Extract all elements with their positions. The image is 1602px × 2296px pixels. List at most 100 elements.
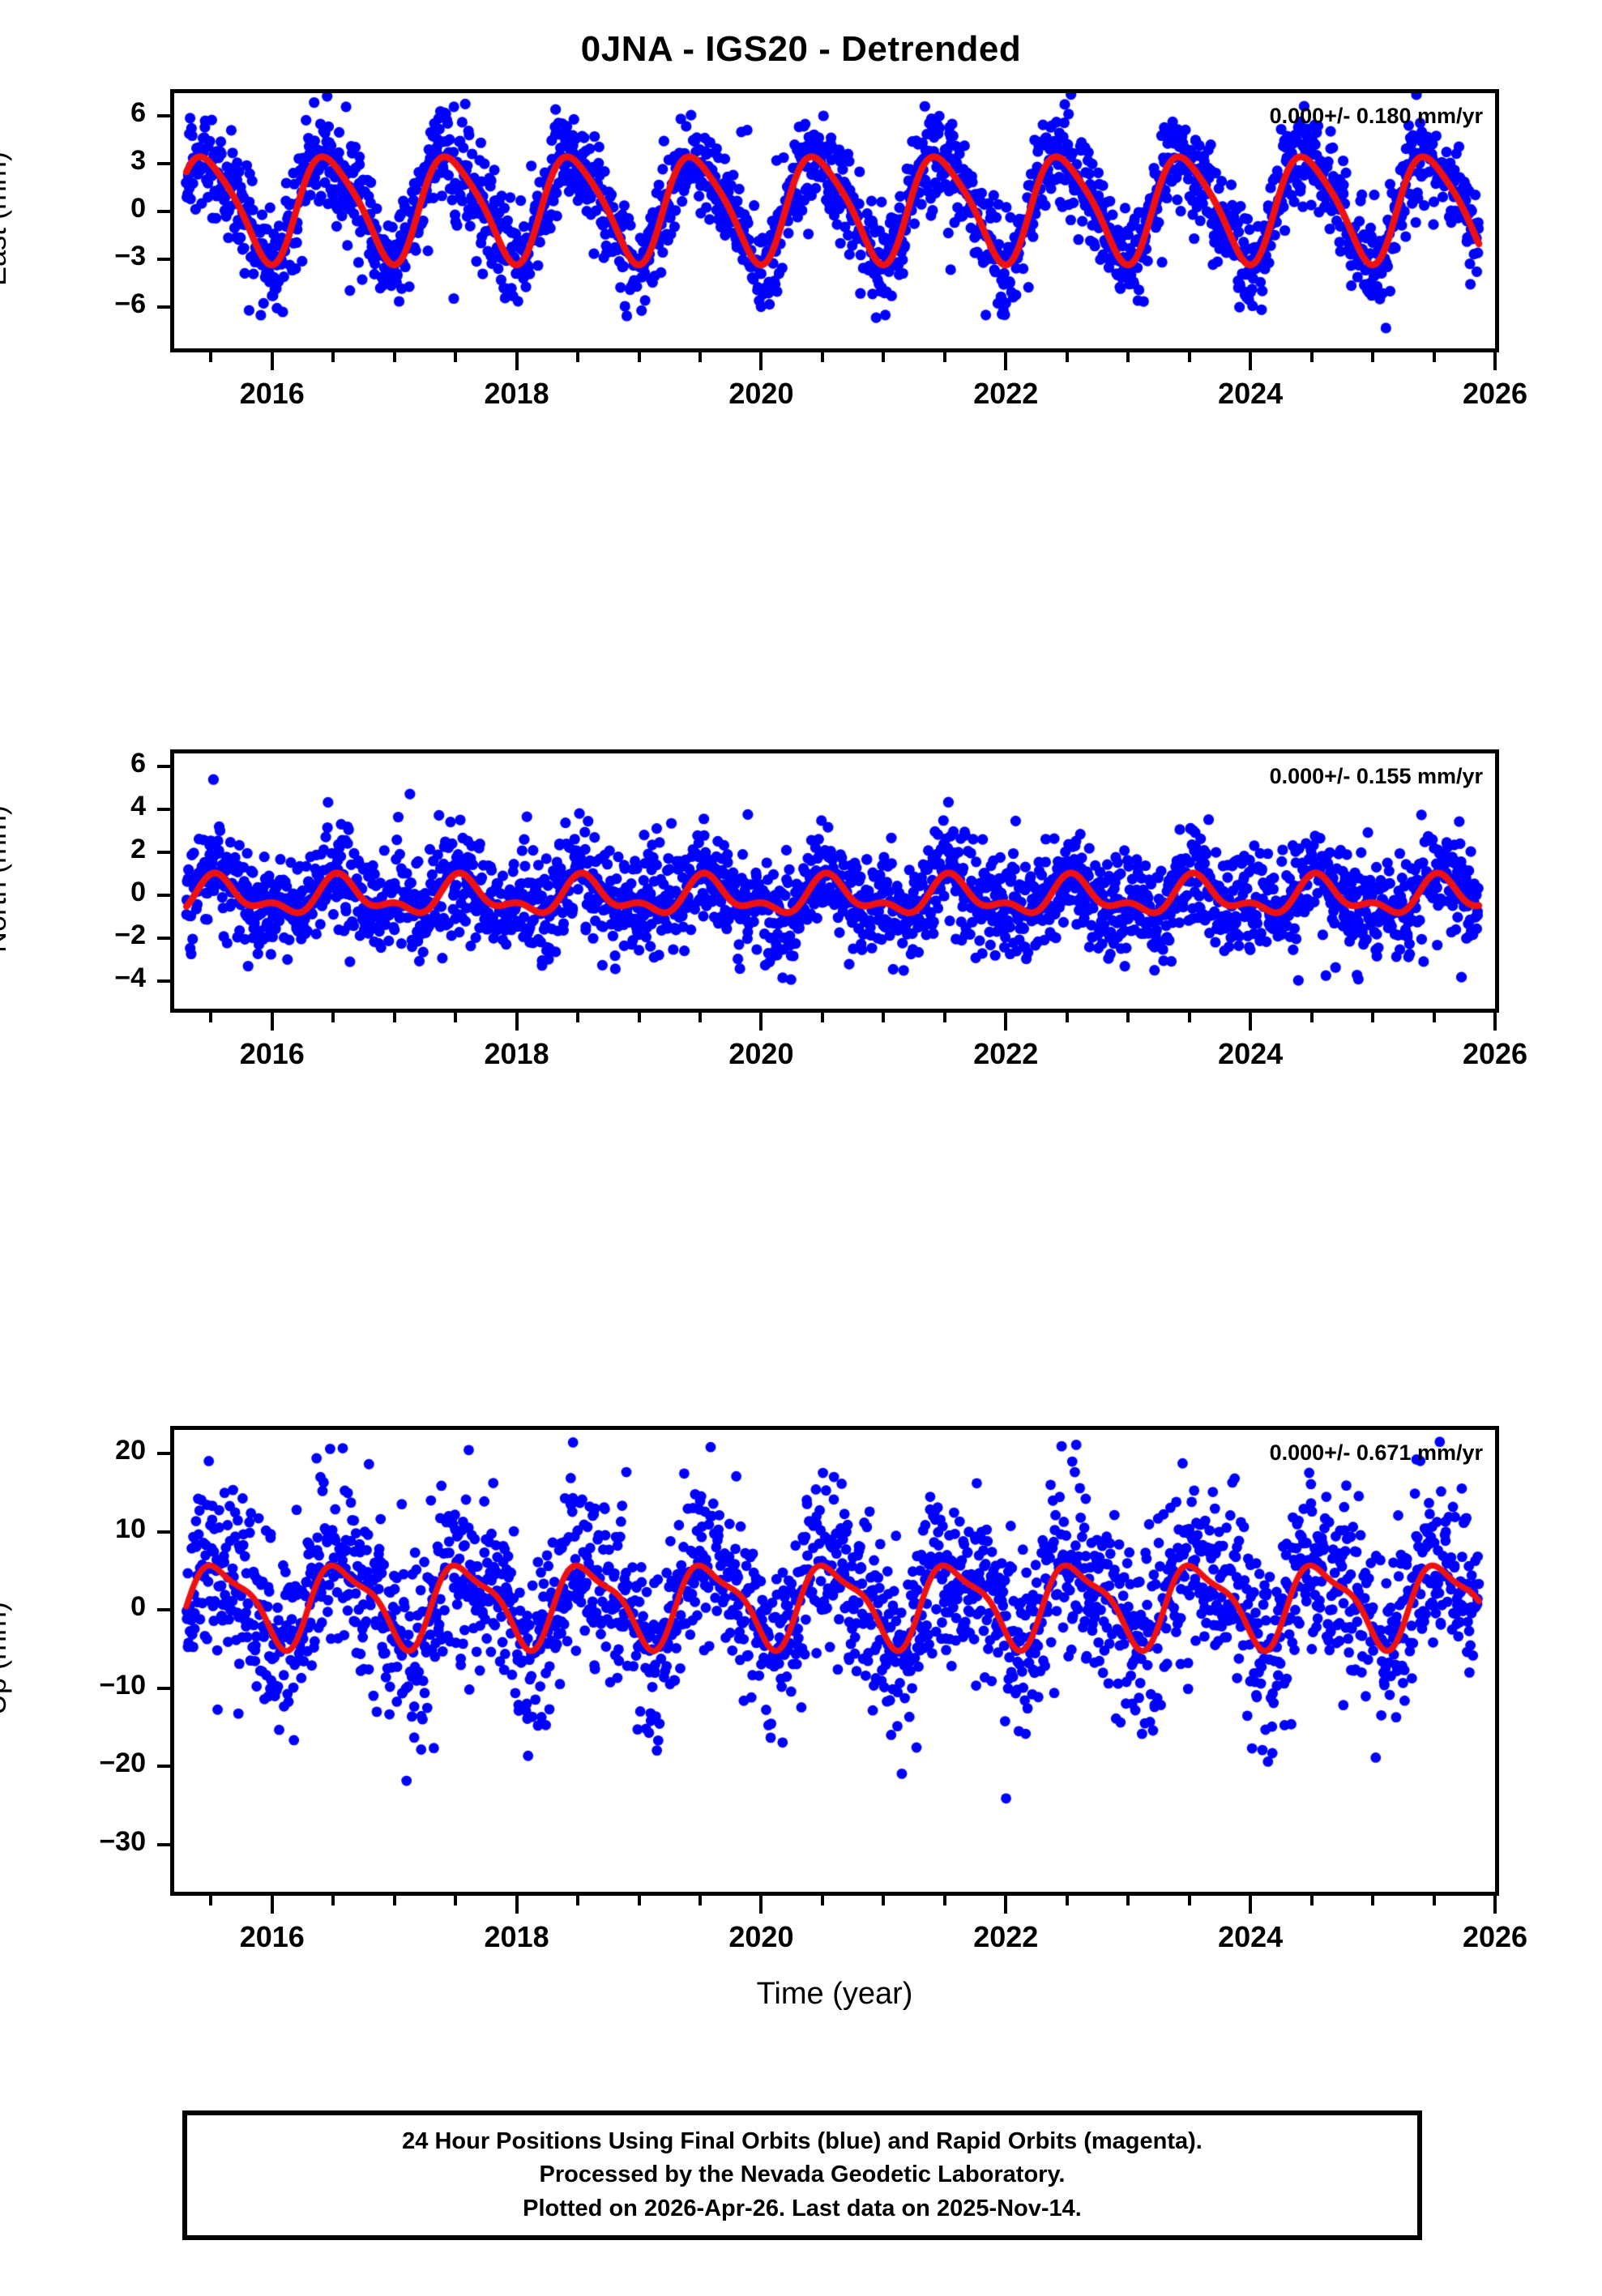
x-tick-label: 2026 — [1462, 377, 1528, 410]
x-tick-mark-minor — [454, 352, 458, 362]
x-tick-mark-minor — [1309, 352, 1314, 362]
y-tick-label: 10 — [115, 1513, 146, 1544]
x-tick-mark-minor — [1371, 1896, 1375, 1906]
x-tick-mark-minor — [1371, 1013, 1375, 1022]
x-tick-mark-minor — [331, 352, 335, 362]
y-tick-mark — [157, 1843, 172, 1847]
y-tick-label: 0 — [130, 1591, 146, 1623]
y-tick-mark — [157, 936, 172, 940]
y-tick-label: 2 — [130, 833, 146, 864]
x-tick-mark-minor — [942, 352, 946, 362]
x-tick-mark-major — [515, 1013, 519, 1031]
y-tick-label: 6 — [130, 96, 146, 128]
x-tick-mark-minor — [1309, 1896, 1314, 1906]
x-tick-label: 2024 — [1218, 1037, 1284, 1070]
page-title: 0JNA - IGS20 - Detrended — [580, 29, 1022, 69]
x-tick-mark-minor — [942, 1013, 946, 1022]
x-tick-mark-minor — [576, 1013, 580, 1022]
x-tick-mark-minor — [331, 1013, 335, 1022]
x-tick-mark-minor — [1187, 352, 1191, 362]
x-tick-mark-minor — [1432, 352, 1436, 362]
x-tick-mark-minor — [1309, 1013, 1314, 1022]
x-tick-mark-major — [1004, 352, 1008, 370]
y-tick-mark — [157, 1686, 172, 1690]
x-tick-mark-major — [270, 1013, 274, 1031]
y-tick-mark — [157, 209, 172, 213]
x-tick-mark-minor — [1432, 1896, 1436, 1906]
y-tick-label: −6 — [114, 288, 146, 319]
x-tick-mark-minor — [820, 1896, 824, 1906]
y-tick-mark — [157, 161, 172, 165]
y-tick-mark — [157, 113, 172, 117]
x-tick-label: 2020 — [728, 1037, 794, 1070]
x-tick-label: 2020 — [728, 1920, 794, 1953]
x-tick-mark-minor — [576, 1896, 580, 1906]
x-tick-mark-major — [270, 1896, 274, 1914]
x-tick-mark-major — [759, 1896, 763, 1914]
x-tick-mark-major — [1004, 1896, 1008, 1914]
y-tick-mark — [157, 807, 172, 811]
y-tick-label: 6 — [130, 747, 146, 779]
x-tick-mark-minor — [1126, 352, 1130, 362]
y-tick-mark — [157, 1530, 172, 1534]
x-tick-mark-minor — [1065, 1896, 1069, 1906]
caption-line-3: Plotted on 2026-Apr-26. Last data on 202… — [523, 2195, 1082, 2221]
x-tick-mark-minor — [1126, 1013, 1130, 1022]
y-tick-label: 20 — [115, 1434, 146, 1466]
x-tick-mark-major — [1493, 1896, 1497, 1914]
y-tick-label: −20 — [99, 1748, 146, 1779]
x-tick-mark-minor — [331, 1896, 335, 1906]
x-tick-label: 2018 — [484, 377, 549, 410]
x-tick-mark-minor — [820, 1013, 824, 1022]
plot-area-east[interactable] — [170, 89, 1499, 352]
x-tick-label: 2022 — [973, 377, 1039, 410]
x-tick-mark-minor — [576, 352, 580, 362]
y-tick-mark — [157, 1608, 172, 1612]
caption-box: 24 Hour Positions Using Final Orbits (bl… — [182, 2110, 1422, 2240]
plot-area-north[interactable] — [170, 749, 1499, 1013]
x-tick-label: 2024 — [1218, 377, 1284, 410]
y-tick-mark — [157, 893, 172, 897]
x-tick-mark-major — [1004, 1013, 1008, 1031]
x-tick-mark-major — [515, 1896, 519, 1914]
x-tick-mark-major — [1493, 1013, 1497, 1031]
x-tick-mark-minor — [392, 1896, 396, 1906]
x-tick-label: 2022 — [973, 1037, 1039, 1070]
caption-line-2: Processed by the Nevada Geodetic Laborat… — [539, 2162, 1066, 2188]
caption-line-1: 24 Hour Positions Using Final Orbits (bl… — [402, 2128, 1203, 2155]
y-tick-label: 0 — [130, 876, 146, 907]
scatter-canvas-east — [174, 93, 1495, 348]
rate-annotation-east: 0.000+/- 0.180 mm/yr — [1269, 104, 1483, 128]
rate-annotation-up: 0.000+/- 0.671 mm/yr — [1269, 1440, 1483, 1465]
x-tick-label: 2016 — [239, 1920, 305, 1953]
x-tick-label: 2016 — [239, 1037, 305, 1070]
y-tick-mark — [157, 257, 172, 261]
x-tick-mark-major — [515, 352, 519, 370]
x-tick-mark-major — [759, 352, 763, 370]
x-tick-mark-major — [1249, 1013, 1253, 1031]
x-tick-mark-minor — [698, 352, 702, 362]
y-tick-mark — [157, 1451, 172, 1455]
y-tick-label: −3 — [114, 240, 146, 271]
x-tick-mark-minor — [392, 352, 396, 362]
plot-area-up[interactable] — [170, 1426, 1499, 1896]
x-tick-mark-minor — [454, 1013, 458, 1022]
y-tick-mark — [157, 1765, 172, 1769]
y-tick-label: −4 — [114, 962, 146, 993]
x-axis-title: Time (year) — [756, 1977, 913, 2011]
x-tick-mark-minor — [820, 352, 824, 362]
x-tick-mark-minor — [392, 1013, 396, 1022]
x-tick-mark-minor — [1126, 1896, 1130, 1906]
x-tick-mark-minor — [1371, 352, 1375, 362]
y-tick-mark — [157, 764, 172, 768]
x-tick-mark-minor — [209, 1013, 213, 1022]
x-tick-mark-minor — [209, 352, 213, 362]
x-tick-mark-major — [759, 1013, 763, 1031]
y-tick-label: −10 — [99, 1669, 146, 1701]
x-tick-mark-major — [1249, 1896, 1253, 1914]
x-tick-mark-minor — [882, 1896, 886, 1906]
x-tick-mark-minor — [454, 1896, 458, 1906]
scatter-canvas-up — [174, 1430, 1495, 1892]
y-tick-label: −2 — [114, 919, 146, 950]
